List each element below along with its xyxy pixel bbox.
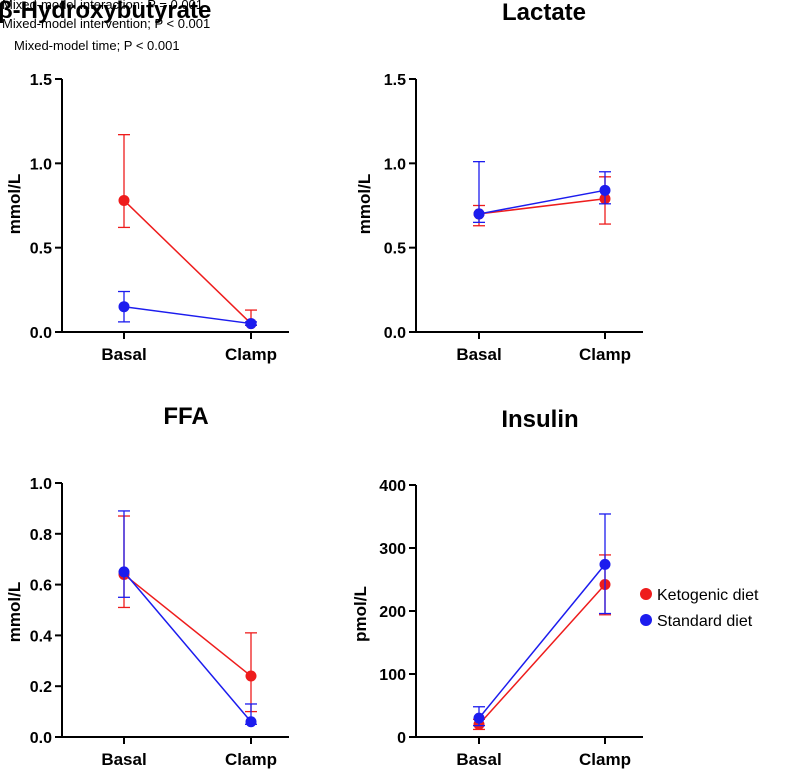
series-line-ketogenic [478, 198, 606, 215]
legend-label-standard: Standard diet [657, 613, 753, 630]
data-point-standard [118, 301, 130, 313]
x-category-label: Clamp [225, 750, 277, 769]
y-tick-label: 0.6 [30, 578, 52, 595]
panel-title-ffa: FFA [163, 403, 208, 430]
legend-label-ketogenic: Ketogenic diet [657, 587, 759, 604]
y-tick-label: 0.0 [30, 325, 52, 342]
y-tick-label: 0.2 [30, 679, 52, 696]
legend-marker-standard [640, 614, 652, 626]
data-point-standard [245, 716, 257, 728]
y-axis-label-insulin: pmol/L [351, 586, 370, 642]
series-line-standard [123, 571, 252, 723]
data-point-standard [245, 318, 257, 330]
series-line-ketogenic [478, 584, 606, 725]
y-tick-label: 300 [379, 541, 406, 558]
y-tick-label: 0.5 [384, 241, 406, 258]
stat-intervention: Mixed-model intervention; P < 0.001 [2, 16, 210, 31]
data-point-ketogenic [118, 194, 130, 206]
y-axis-label-ffa: mmol/L [5, 582, 24, 642]
y-tick-label: 1.5 [30, 72, 52, 89]
data-point-ketogenic [245, 670, 257, 682]
y-tick-label: 0.8 [30, 527, 52, 544]
panel-lactate: 0.0 0.5 1.0 1.5 Basal Clamp [384, 72, 643, 364]
y-tick-label: 1.0 [30, 476, 52, 493]
data-point-standard [473, 208, 485, 220]
panel-title-lactate: Lactate [502, 0, 586, 26]
x-category-label: Clamp [225, 345, 277, 364]
data-point-standard [599, 558, 611, 570]
y-tick-label: 1.0 [384, 156, 406, 173]
series-line-standard [478, 563, 606, 719]
series-line-standard [478, 189, 606, 215]
y-tick-label: 400 [379, 478, 406, 495]
panel-title-insulin: Insulin [501, 406, 578, 433]
data-point-standard [118, 566, 130, 578]
x-category-label: Basal [456, 345, 501, 364]
x-category-label: Basal [456, 750, 501, 769]
x-category-label: Clamp [579, 750, 631, 769]
y-tick-label: 1.5 [384, 72, 406, 89]
series-line-ketogenic [123, 199, 252, 325]
stat-interaction: Mixed-model interaction; P = 0.001 [2, 0, 203, 12]
y-tick-label: 1.0 [30, 156, 52, 173]
x-category-label: Basal [101, 345, 146, 364]
y-tick-label: 0.4 [30, 628, 52, 645]
data-point-standard [599, 184, 611, 196]
y-tick-label: 0.5 [30, 241, 52, 258]
panel-ffa: 0.0 0.2 0.4 0.6 0.8 1.0 Basal Clamp [30, 476, 289, 769]
panel-insulin: 0 100 200 300 400 Basal Clamp [379, 478, 643, 769]
panel-beta-hydroxybutyrate: 0.0 0.5 1.0 1.5 Basal Clamp [30, 72, 289, 364]
y-axis-label-lactate: mmol/L [355, 174, 374, 234]
legend-marker-ketogenic [640, 588, 652, 600]
data-point-standard [473, 712, 485, 724]
legend: Ketogenic diet Standard diet [640, 587, 759, 630]
stat-time: Mixed-model time; P < 0.001 [14, 38, 180, 53]
series-line-standard [123, 305, 252, 325]
y-tick-label: 0 [397, 730, 406, 747]
x-category-label: Basal [101, 750, 146, 769]
y-tick-label: 0.0 [384, 325, 406, 342]
y-tick-label: 100 [379, 667, 406, 684]
y-tick-label: 0.0 [30, 730, 52, 747]
panel-title-bhb: β-Hydroxybutyrate [0, 0, 211, 24]
series-line-ketogenic [123, 573, 252, 677]
x-category-label: Clamp [579, 345, 631, 364]
y-tick-label: 200 [379, 604, 406, 621]
y-axis-label-bhb: mmol/L [5, 174, 24, 234]
